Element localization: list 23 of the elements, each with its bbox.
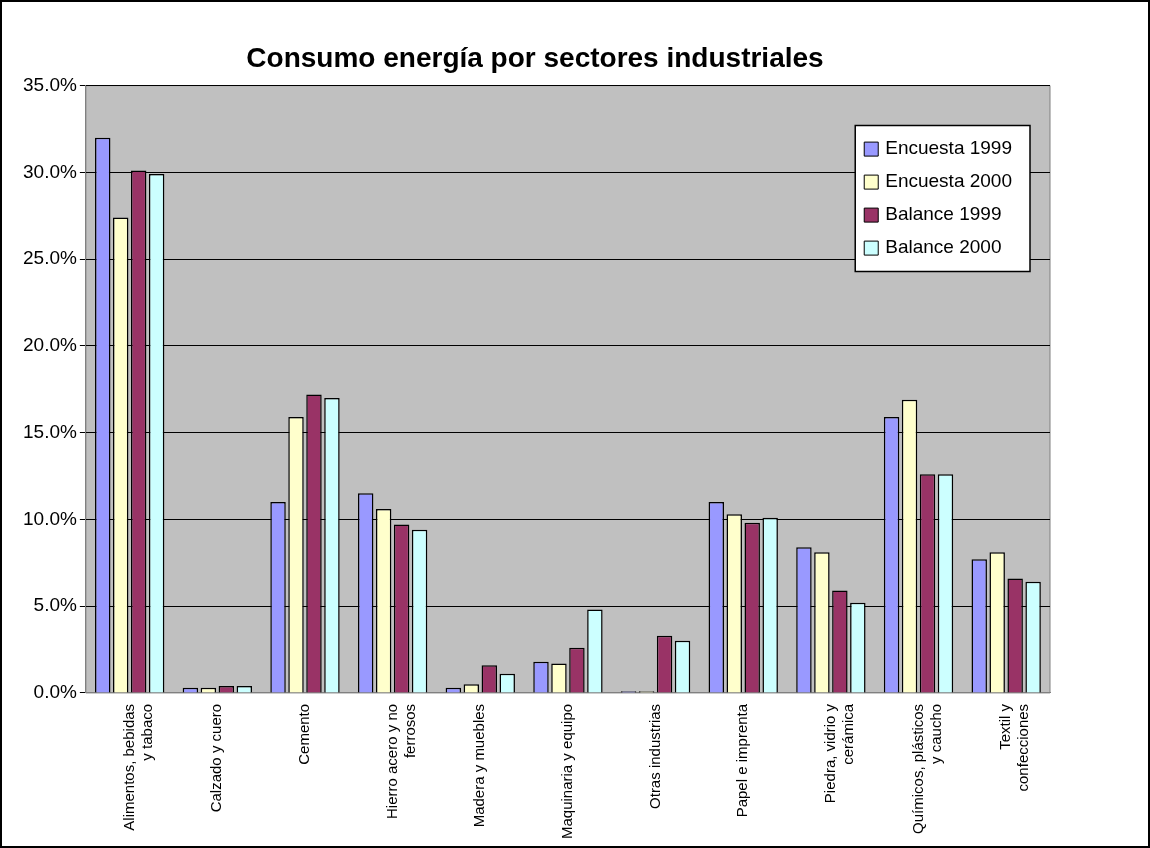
- legend-label: Encuesta 1999: [885, 137, 1012, 159]
- y-tick-label: 10.0%: [23, 507, 77, 529]
- chart-title: Consumo energía por sectores industriales: [246, 41, 824, 73]
- x-tick-label: Alimentos, bebidas y tabaco: [119, 703, 155, 831]
- x-tick-label: Maquinaria y equipo: [558, 703, 576, 840]
- x-tick-label: Calzado y cuero: [207, 703, 225, 813]
- y-tick-label: 5.0%: [33, 594, 77, 616]
- y-tick-label: 15.0%: [23, 420, 77, 442]
- x-tick-label: Papel e imprenta: [733, 703, 751, 818]
- y-tick-label: 35.0%: [23, 73, 77, 95]
- x-tick-label: Cemento: [295, 703, 313, 765]
- x-tick-label: Hierro acero y no ferrosos: [382, 703, 418, 819]
- x-tick-label: Madera y muebles: [470, 703, 488, 828]
- y-tick-label: 0.0%: [33, 681, 77, 703]
- y-tick-label: 30.0%: [23, 160, 77, 182]
- legend-label: Balance 2000: [885, 236, 1002, 258]
- y-tick-label: 25.0%: [23, 247, 77, 269]
- legend-label: Encuesta 2000: [885, 170, 1012, 192]
- x-tick-label: Otras industrias: [645, 703, 663, 809]
- y-tick-label: 20.0%: [23, 334, 77, 356]
- legend-label: Balance 1999: [885, 203, 1002, 225]
- x-tick-label: Químicos, plásticos y caucho: [908, 703, 944, 834]
- x-tick-label: Piedra, vidrio y cerámica: [821, 703, 857, 804]
